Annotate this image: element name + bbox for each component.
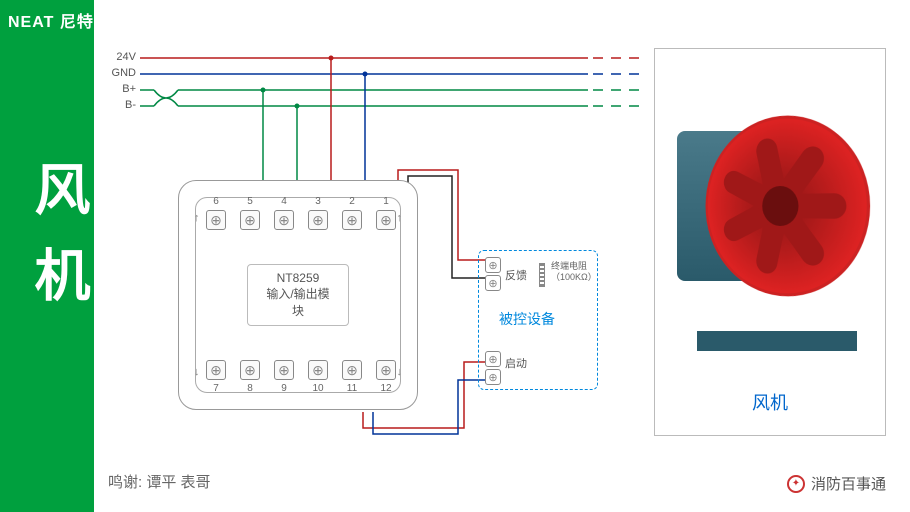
footer-icon: ✦ [787, 475, 805, 493]
dev-term-st2: ⊕ [485, 369, 501, 385]
bottom-terminal-numbers: 789101112 [206, 383, 396, 394]
terminal-11: ⊕ [342, 360, 362, 380]
arrow-right-bot: ↓ [397, 366, 403, 378]
terminal-4: ⊕ [274, 210, 294, 230]
brand-logo: NEAT 尼特 [8, 8, 94, 32]
module-sub: 输入/输出模块 [262, 285, 334, 319]
bus-label-GND: GND [108, 67, 136, 79]
footer-logo: ✦ 消防百事通 [787, 473, 886, 494]
start-label: 启动 [505, 355, 527, 371]
sidebar: NEAT 尼特 风机 [0, 0, 94, 512]
page-title: 风机 [18, 160, 99, 332]
feedback-label: 反馈 [505, 267, 527, 283]
bus-label-B-: B- [108, 99, 136, 111]
wiring-diagram: 24V GND B+ B- ⊕ ⊕ ⊕ ⊕ ⊕ ⊕ 654321 ↑ ↑ NT8259 输入/输… [108, 40, 648, 460]
terminal-5: ⊕ [240, 210, 260, 230]
dev-term-fb1: ⊕ [485, 257, 501, 273]
photo-caption: 风机 [667, 389, 873, 415]
footer-text: 消防百事通 [811, 473, 886, 494]
dev-term-st1: ⊕ [485, 351, 501, 367]
fan-hub [762, 186, 798, 227]
terminal-1: ⊕ [376, 210, 396, 230]
bus-label-24V: 24V [108, 51, 136, 63]
module-name: NT8259 [262, 271, 334, 285]
terminal-12: ⊕ [376, 360, 396, 380]
bottom-terminals: ⊕ ⊕ ⊕ ⊕ ⊕ ⊕ [206, 360, 396, 380]
terminal-2: ⊕ [342, 210, 362, 230]
arrow-left-bot: ↓ [194, 366, 200, 378]
fan-photo [667, 61, 875, 371]
dev-term-fb2: ⊕ [485, 275, 501, 291]
arrow-right-top: ↑ [397, 212, 403, 224]
top-terminal-numbers: 654321 [206, 196, 396, 207]
top-terminals: ⊕ ⊕ ⊕ ⊕ ⊕ ⊕ [206, 210, 396, 230]
controlled-device: ⊕ ⊕ 反馈 终端电阻 （100KΩ） 被控设备 启动 ⊕ ⊕ [478, 250, 598, 390]
credit-text: 鸣谢: 谭平 表哥 [108, 471, 211, 492]
io-module: ⊕⊕⊕⊕⊕⊕ 654321 ↑ ↑ NT8259 输入/输出模块 ⊕⊕⊕⊕⊕⊕ … [178, 180, 418, 410]
bus-label-B+: B+ [108, 83, 136, 95]
module-label: NT8259 输入/输出模块 [247, 264, 349, 326]
terminal-resistor [539, 263, 545, 287]
terminal-10: ⊕ [308, 360, 328, 380]
terminal-7: ⊕ [206, 360, 226, 380]
terminal-8: ⊕ [240, 360, 260, 380]
terminal-6: ⊕ [206, 210, 226, 230]
terminal-9: ⊕ [274, 360, 294, 380]
module-inner: ⊕⊕⊕⊕⊕⊕ 654321 ↑ ↑ NT8259 输入/输出模块 ⊕⊕⊕⊕⊕⊕ … [195, 197, 401, 393]
photo-panel: 风机 [654, 48, 886, 436]
resistor-label: 终端电阻 （100KΩ） [551, 261, 597, 283]
arrow-left-top: ↑ [194, 212, 200, 224]
fan-base [697, 331, 857, 351]
device-title: 被控设备 [499, 309, 555, 329]
terminal-3: ⊕ [308, 210, 328, 230]
